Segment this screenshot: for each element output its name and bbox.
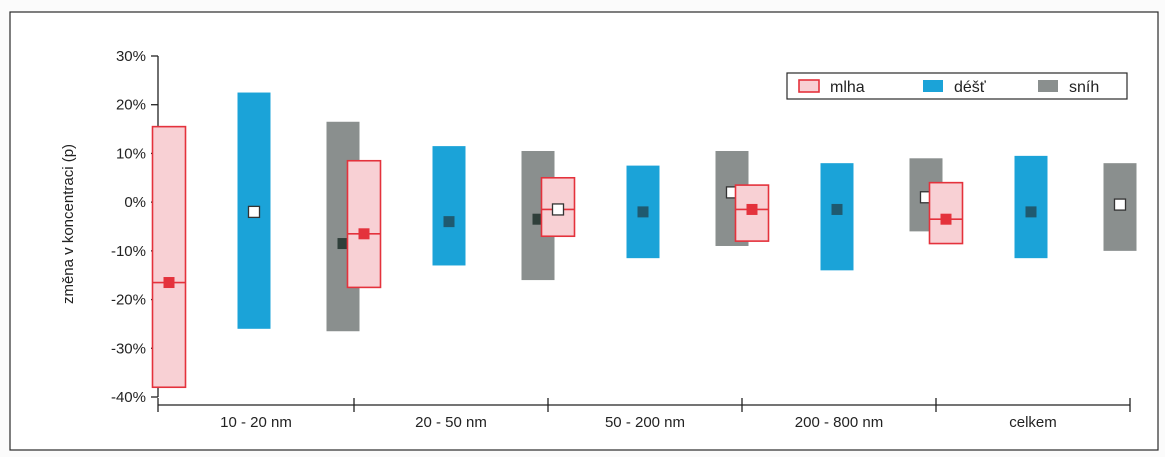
marker-mlha-3 [746, 203, 758, 215]
marker-sníh-1 [532, 213, 544, 225]
marker-déšť-2 [637, 206, 649, 218]
x-tick-label: celkem [1009, 414, 1057, 431]
legend-swatch-sníh [1038, 80, 1058, 92]
x-tick-label: 20 - 50 nm [415, 414, 487, 431]
legend-label-mlha: mlha [830, 79, 865, 96]
y-tick-label: -10% [111, 243, 146, 260]
x-axis: 10 - 20 nm 20 - 50 nm 50 - 200 nm 200 - 800… [157, 398, 1131, 431]
marker-déšť-4 [1025, 206, 1037, 218]
x-tick-label: 50 - 200 nm [605, 414, 685, 431]
bar-mlha-1 [346, 159, 382, 289]
y-tick-label: -20% [111, 292, 146, 309]
y-tick-label: 20% [116, 97, 146, 114]
y-axis-label: změna v koncentraci (p) [60, 144, 77, 304]
x-tick-label: 10 - 20 nm [220, 414, 292, 431]
legend-label-déšť: déšť [954, 79, 987, 96]
marker-mlha-1 [358, 228, 370, 240]
y-tick-label: -40% [111, 389, 146, 406]
marker-mlha-4 [940, 213, 952, 225]
legend-swatch-déšť [923, 80, 943, 92]
marker-sníh-4 [1113, 198, 1127, 211]
bar-mlha-4 [928, 181, 964, 245]
marker-mlha-2 [551, 203, 565, 216]
marker-mlha-0 [163, 277, 175, 289]
legend-swatch-mlha [798, 79, 820, 93]
y-tick-label: 10% [116, 145, 146, 162]
bar-déšť-1 [432, 146, 466, 266]
y-tick-label: -30% [111, 340, 146, 357]
bars [151, 92, 1137, 389]
legend-label-sníh: sníh [1069, 79, 1099, 96]
y-tick-label: 0% [124, 194, 146, 211]
marker-déšť-3 [831, 203, 843, 215]
x-tick-label: 200 - 800 nm [795, 414, 883, 431]
legend-box [786, 72, 1128, 100]
marker-déšť-0 [247, 205, 261, 219]
bar-mlha-0 [151, 125, 187, 389]
marker-sníh-0 [337, 238, 349, 250]
legend: mlha déšť sníh [786, 72, 1128, 100]
marker-déšť-1 [443, 216, 455, 228]
y-tick-label: 30% [116, 48, 146, 65]
bar-déšť-3 [820, 163, 854, 271]
